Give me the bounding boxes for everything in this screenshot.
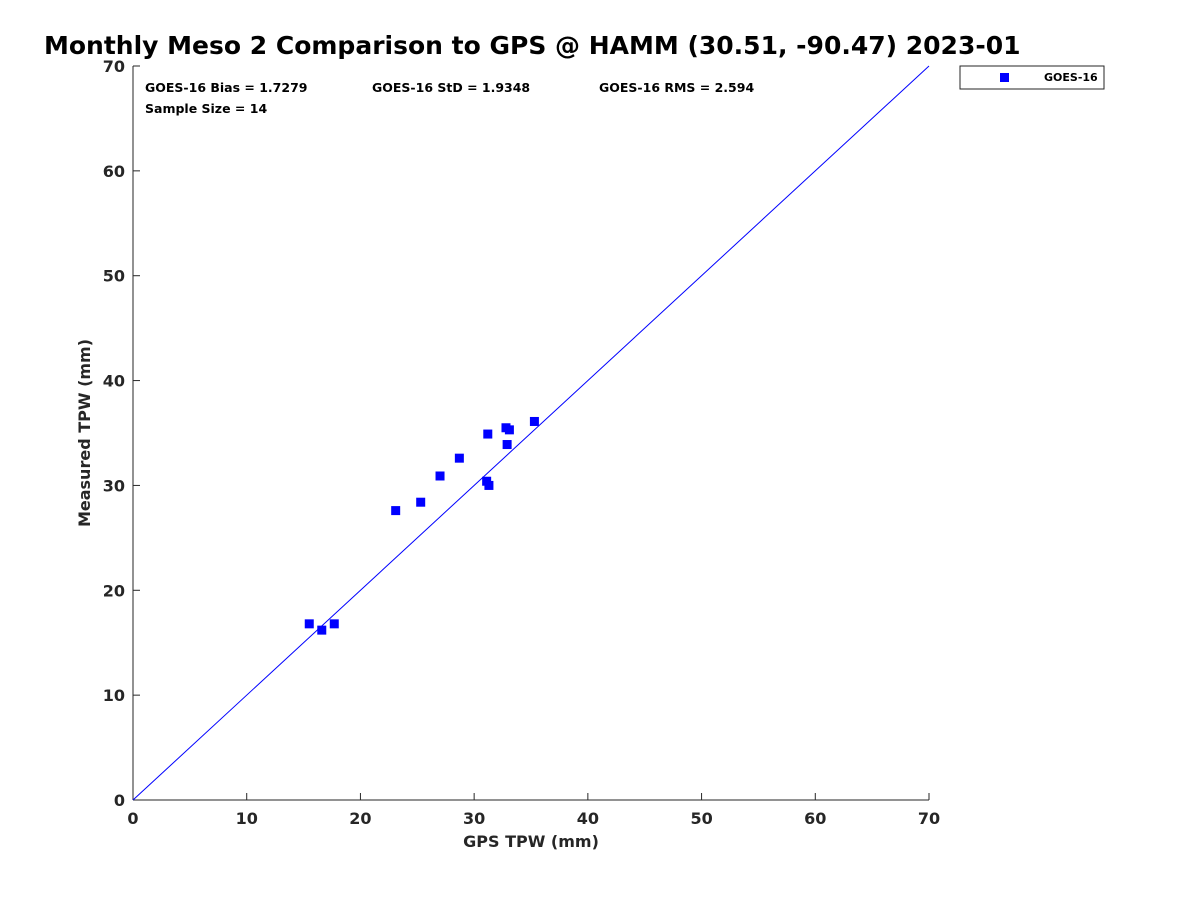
chart-title: Monthly Meso 2 Comparison to GPS @ HAMM … [44,31,1021,60]
data-point [304,619,314,629]
data-point [529,416,539,426]
x-tick-label: 50 [690,809,712,828]
stat-std: GOES-16 StD = 1.9348 [372,80,530,95]
x-tick-label: 60 [804,809,826,828]
y-tick-label: 30 [103,476,125,495]
x-axis-ticks: 0 10 20 30 40 50 60 70 [127,793,940,828]
data-point [416,497,426,507]
legend-box [959,65,1105,90]
data-point [502,440,512,450]
x-tick-label: 0 [127,809,138,828]
x-tick-label: 10 [236,809,258,828]
y-tick-label: 50 [103,267,125,286]
plot-area: 0 10 20 30 40 50 60 70 0 10 20 30 40 50 60 70 [103,57,940,828]
data-point [484,480,494,490]
data-point [329,619,339,629]
data-point [454,453,464,463]
y-tick-label: 20 [103,581,125,600]
data-point [483,429,493,439]
x-tick-label: 70 [918,809,940,828]
data-points [304,416,539,635]
data-point [391,506,401,516]
x-tick-label: 30 [463,809,485,828]
one-to-one-reference-line [132,65,930,801]
y-axis-label: Measured TPW (mm) [75,339,94,527]
y-tick-label: 60 [103,162,125,181]
stat-sample-size: Sample Size = 14 [145,101,267,116]
y-tick-label: 40 [103,372,125,391]
stat-bias: GOES-16 Bias = 1.7279 [145,80,307,95]
stat-rms: GOES-16 RMS = 2.594 [599,80,754,95]
data-point [504,425,514,435]
legend-label: GOES-16 [1044,71,1098,84]
legend-marker [1000,73,1009,82]
y-tick-label: 0 [114,791,125,810]
y-tick-label: 10 [103,686,125,705]
y-axis-ticks: 0 10 20 30 40 50 60 70 [103,57,140,810]
x-axis-label: GPS TPW (mm) [463,832,599,851]
x-tick-label: 20 [349,809,371,828]
data-point [317,625,327,635]
y-tick-label: 70 [103,57,125,76]
legend: GOES-16 [959,65,1105,90]
data-point [435,471,445,481]
x-tick-label: 40 [577,809,599,828]
